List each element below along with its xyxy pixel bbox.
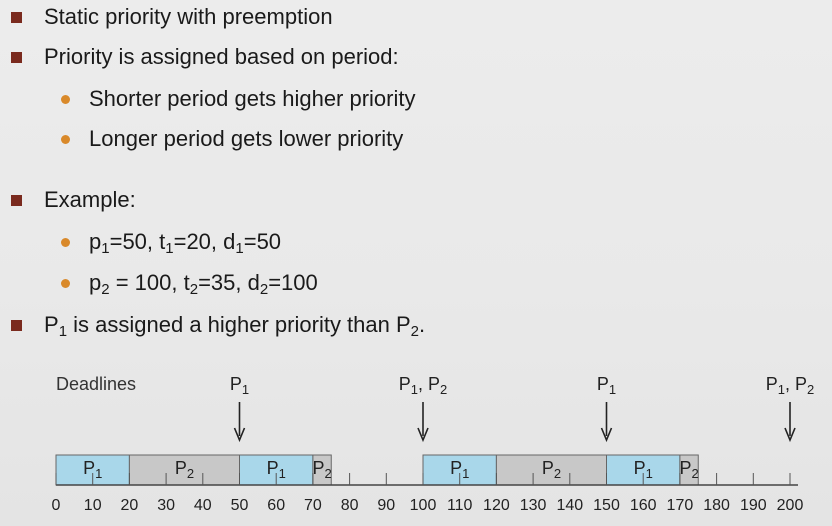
segment-bar (128, 454, 240, 486)
tick-label: 50 (231, 497, 249, 514)
segment-label: P1 (267, 458, 286, 481)
bullet-static-priority: Static priority with preemption (11, 4, 333, 30)
time-axis: 0 10 20 30 40 50 60 70 80 90 100 110 120 130 140 150 160… (52, 473, 804, 514)
arrow-down-icon (233, 427, 246, 443)
bullet-priority-assigned: Priority is assigned based on period: (11, 44, 399, 70)
bullet-example: Example: (11, 187, 136, 213)
round-bullet-icon (61, 95, 70, 104)
tick-label: 140 (556, 497, 583, 514)
tick-label: 150 (593, 497, 620, 514)
tick-label: 100 (410, 497, 437, 514)
segment-label: P2 (312, 458, 331, 481)
tick-label: 170 (667, 497, 694, 514)
segment-label: P1 (634, 458, 653, 481)
segment-label: P2 (542, 458, 561, 481)
tick-label: 200 (777, 497, 804, 514)
segment-label: P2 (175, 458, 194, 481)
tick-label: 70 (304, 497, 322, 514)
arrow-down-icon (417, 427, 429, 443)
tick-label: 180 (703, 497, 730, 514)
round-bullet-icon (61, 279, 70, 288)
deadline-markers: P1 P1, P2 P1 P1, P2 (230, 374, 815, 443)
segment-label: P2 (679, 458, 698, 481)
bullet-text: Example: (44, 187, 136, 212)
subbullet-longer: Longer period gets lower priority (61, 126, 404, 152)
tick-label: 90 (377, 497, 395, 514)
round-bullet-icon (61, 238, 70, 247)
example-p2: p2 = 100, t2=35, d2=100 (61, 270, 318, 297)
round-bullet-icon (61, 135, 70, 144)
subbullet-text: Shorter period gets higher priority (89, 86, 416, 111)
deadline-marker-label: P1, P2 (766, 374, 815, 397)
segment-label: P1 (83, 458, 102, 481)
square-bullet-icon (11, 12, 22, 23)
square-bullet-icon (11, 320, 22, 331)
tick-label: 110 (447, 497, 473, 514)
deadlines-label: Deadlines (56, 374, 136, 394)
deadline-marker-label: P1 (597, 374, 616, 397)
tick-label: 60 (267, 497, 285, 514)
tick-label: 160 (630, 497, 657, 514)
arrow-down-icon (600, 427, 613, 443)
square-bullet-icon (11, 52, 22, 63)
bullet-text: Priority is assigned based on period: (44, 44, 399, 69)
schedule-bars: P1 P2 P1 P2 P1 P2 P1 P2 (55, 454, 699, 486)
tick-label: 130 (520, 497, 547, 514)
tick-label: 30 (157, 497, 175, 514)
arrow-down-icon (784, 427, 796, 443)
tick-label: 40 (194, 497, 212, 514)
bullet-text: Static priority with preemption (44, 4, 333, 29)
tick-label: 120 (483, 497, 510, 514)
tick-label: 80 (341, 497, 359, 514)
example-p1: p1=50, t1=20, d1=50 (61, 229, 281, 256)
tick-label: 0 (52, 497, 61, 514)
tick-label: 10 (84, 497, 102, 514)
subbullet-shorter: Shorter period gets higher priority (61, 86, 416, 112)
tick-label: 20 (121, 497, 139, 514)
square-bullet-icon (11, 195, 22, 206)
subbullet-text: Longer period gets lower priority (89, 126, 404, 151)
tick-label: 190 (740, 497, 767, 514)
segment-label: P1 (450, 458, 469, 481)
deadline-marker-label: P1, P2 (399, 374, 448, 397)
bullet-priority-statement: P1 is assigned a higher priority than P2… (11, 312, 425, 339)
deadline-marker-label: P1 (230, 374, 249, 397)
segment-bar (495, 454, 607, 486)
